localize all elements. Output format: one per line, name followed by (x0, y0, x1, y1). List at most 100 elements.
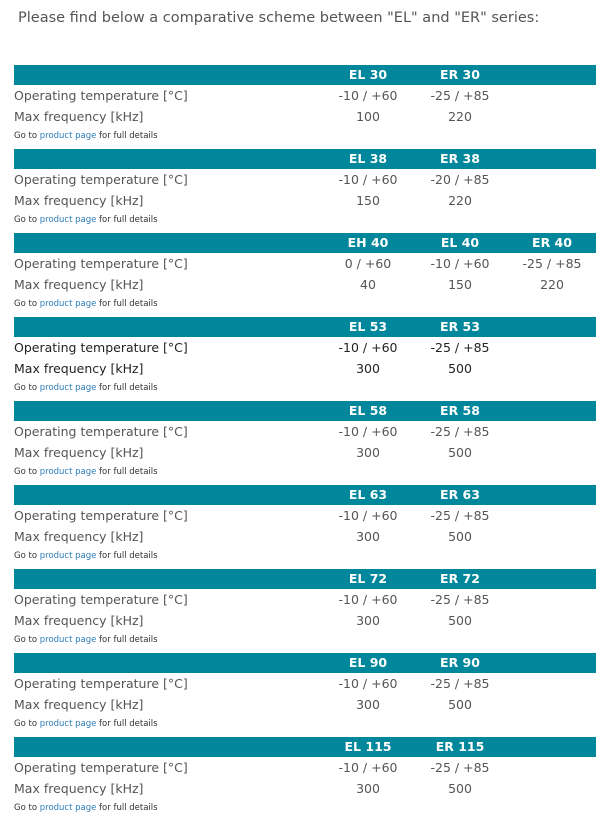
details-note: Go to product page for full details (14, 467, 158, 477)
table-cell: 300 (356, 697, 380, 712)
row-label: Max frequency [kHz] (14, 445, 144, 460)
product-page-link[interactable]: product page (39, 635, 97, 645)
row-label: Max frequency [kHz] (14, 193, 144, 208)
column-header: ER 63 (440, 487, 480, 502)
table-row: Operating temperature [°C] -10 / +60 -25 /… (14, 421, 596, 442)
table-row: Max frequency [kHz] 300 500 (14, 358, 596, 379)
table-cell: -25 / +85 (430, 508, 490, 523)
row-label: Max frequency [kHz] (14, 361, 144, 376)
table-cell: 300 (356, 781, 380, 796)
column-header: EL 40 (440, 235, 480, 250)
table-cell: 220 (448, 193, 472, 208)
table-cell: -10 / +60 (338, 592, 398, 607)
note-suffix: for full details (96, 131, 158, 141)
table-cell: -10 / +60 (338, 172, 398, 187)
table-cell: 40 (360, 277, 376, 292)
row-label: Max frequency [kHz] (14, 781, 144, 796)
table-cell: -10 / +60 (338, 760, 398, 775)
table-cell: 220 (540, 277, 564, 292)
comparison-block: EL 30 ER 30 Operating temperature [°C] -10 … (14, 65, 596, 149)
product-page-link[interactable]: product page (39, 551, 97, 561)
column-header: EL 38 (348, 151, 388, 166)
product-page-link[interactable]: product page (39, 467, 97, 477)
table-row: Max frequency [kHz] 300 500 (14, 526, 596, 547)
details-note: Go to product page for full details (14, 299, 158, 309)
table-header: EL 72 ER 72 (14, 569, 596, 589)
note-suffix: for full details (96, 719, 158, 729)
table-cell: 0 / +60 (344, 256, 392, 271)
note-prefix: Go to (14, 719, 40, 729)
comparison-block: EL 53 ER 53 Operating temperature [°C] -10 … (14, 317, 596, 401)
note-suffix: for full details (96, 467, 158, 477)
comparison-block: EL 63 ER 63 Operating temperature [°C] -10 … (14, 485, 596, 569)
table-cell: 150 (356, 193, 380, 208)
column-header: ER 72 (440, 571, 480, 586)
product-page-link[interactable]: product page (39, 215, 97, 225)
table-row: Operating temperature [°C] -10 / +60 -25 /… (14, 673, 596, 694)
details-note: Go to product page for full details (14, 635, 158, 645)
row-label: Operating temperature [°C] (14, 340, 188, 355)
comparison-block: EL 72 ER 72 Operating temperature [°C] -10 … (14, 569, 596, 653)
product-page-link[interactable]: product page (39, 299, 97, 309)
row-label: Max frequency [kHz] (14, 109, 144, 124)
table-cell: -10 / +60 (338, 508, 398, 523)
product-page-link[interactable]: product page (39, 719, 97, 729)
row-label: Operating temperature [°C] (14, 676, 188, 691)
column-header: EL 53 (348, 319, 388, 334)
product-page-link[interactable]: product page (39, 383, 97, 393)
column-header: ER 40 (532, 235, 572, 250)
table-header: EL 115 ER 115 (14, 737, 596, 757)
row-label: Operating temperature [°C] (14, 592, 188, 607)
note-suffix: for full details (96, 635, 158, 645)
note-prefix: Go to (14, 803, 40, 813)
table-cell: 300 (356, 529, 380, 544)
note-prefix: Go to (14, 551, 40, 561)
table-header: EL 63 ER 63 (14, 485, 596, 505)
table-row: Max frequency [kHz] 40 150 220 (14, 274, 596, 295)
column-header: EL 30 (348, 67, 388, 82)
column-header: ER 115 (435, 739, 485, 754)
row-label: Operating temperature [°C] (14, 88, 188, 103)
comparison-block: EL 90 ER 90 Operating temperature [°C] -10 … (14, 653, 596, 737)
note-suffix: for full details (96, 383, 158, 393)
note-suffix: for full details (96, 551, 158, 561)
note-suffix: for full details (96, 215, 158, 225)
row-label: Max frequency [kHz] (14, 277, 144, 292)
comparison-block: EL 38 ER 38 Operating temperature [°C] -10 … (14, 149, 596, 233)
table-row: Operating temperature [°C] -10 / +60 -25 /… (14, 337, 596, 358)
table-cell: -25 / +85 (522, 256, 582, 271)
table-row: Operating temperature [°C] -10 / +60 -20 /… (14, 169, 596, 190)
table-cell: 500 (448, 445, 472, 460)
table-row: Max frequency [kHz] 300 500 (14, 694, 596, 715)
column-header: ER 90 (440, 655, 480, 670)
table-cell: -25 / +85 (430, 424, 490, 439)
row-label: Operating temperature [°C] (14, 172, 188, 187)
details-note: Go to product page for full details (14, 131, 158, 141)
note-prefix: Go to (14, 131, 40, 141)
table-row: Operating temperature [°C] 0 / +60 -10 / +… (14, 253, 596, 274)
table-cell: 150 (448, 277, 472, 292)
row-label: Operating temperature [°C] (14, 760, 188, 775)
comparison-block: EL 115 ER 115 Operating temperature [°C] -1… (14, 737, 596, 821)
table-header: EL 53 ER 53 (14, 317, 596, 337)
table-cell: 500 (448, 361, 472, 376)
row-label: Operating temperature [°C] (14, 256, 188, 271)
product-page-link[interactable]: product page (39, 131, 97, 141)
table-cell: 500 (448, 613, 472, 628)
column-header: EL 72 (348, 571, 388, 586)
note-prefix: Go to (14, 383, 40, 393)
row-label: Max frequency [kHz] (14, 697, 144, 712)
note-suffix: for full details (96, 299, 158, 309)
product-page-link[interactable]: product page (39, 803, 97, 813)
note-prefix: Go to (14, 467, 40, 477)
table-cell: 300 (356, 613, 380, 628)
details-note: Go to product page for full details (14, 551, 158, 561)
table-cell: -10 / +60 (338, 424, 398, 439)
column-header: ER 30 (440, 67, 480, 82)
table-cell: 500 (448, 781, 472, 796)
table-row: Max frequency [kHz] 100 220 (14, 106, 596, 127)
table-cell: 100 (356, 109, 380, 124)
row-label: Operating temperature [°C] (14, 508, 188, 523)
column-header: EL 63 (348, 487, 388, 502)
table-cell: -25 / +85 (430, 592, 490, 607)
